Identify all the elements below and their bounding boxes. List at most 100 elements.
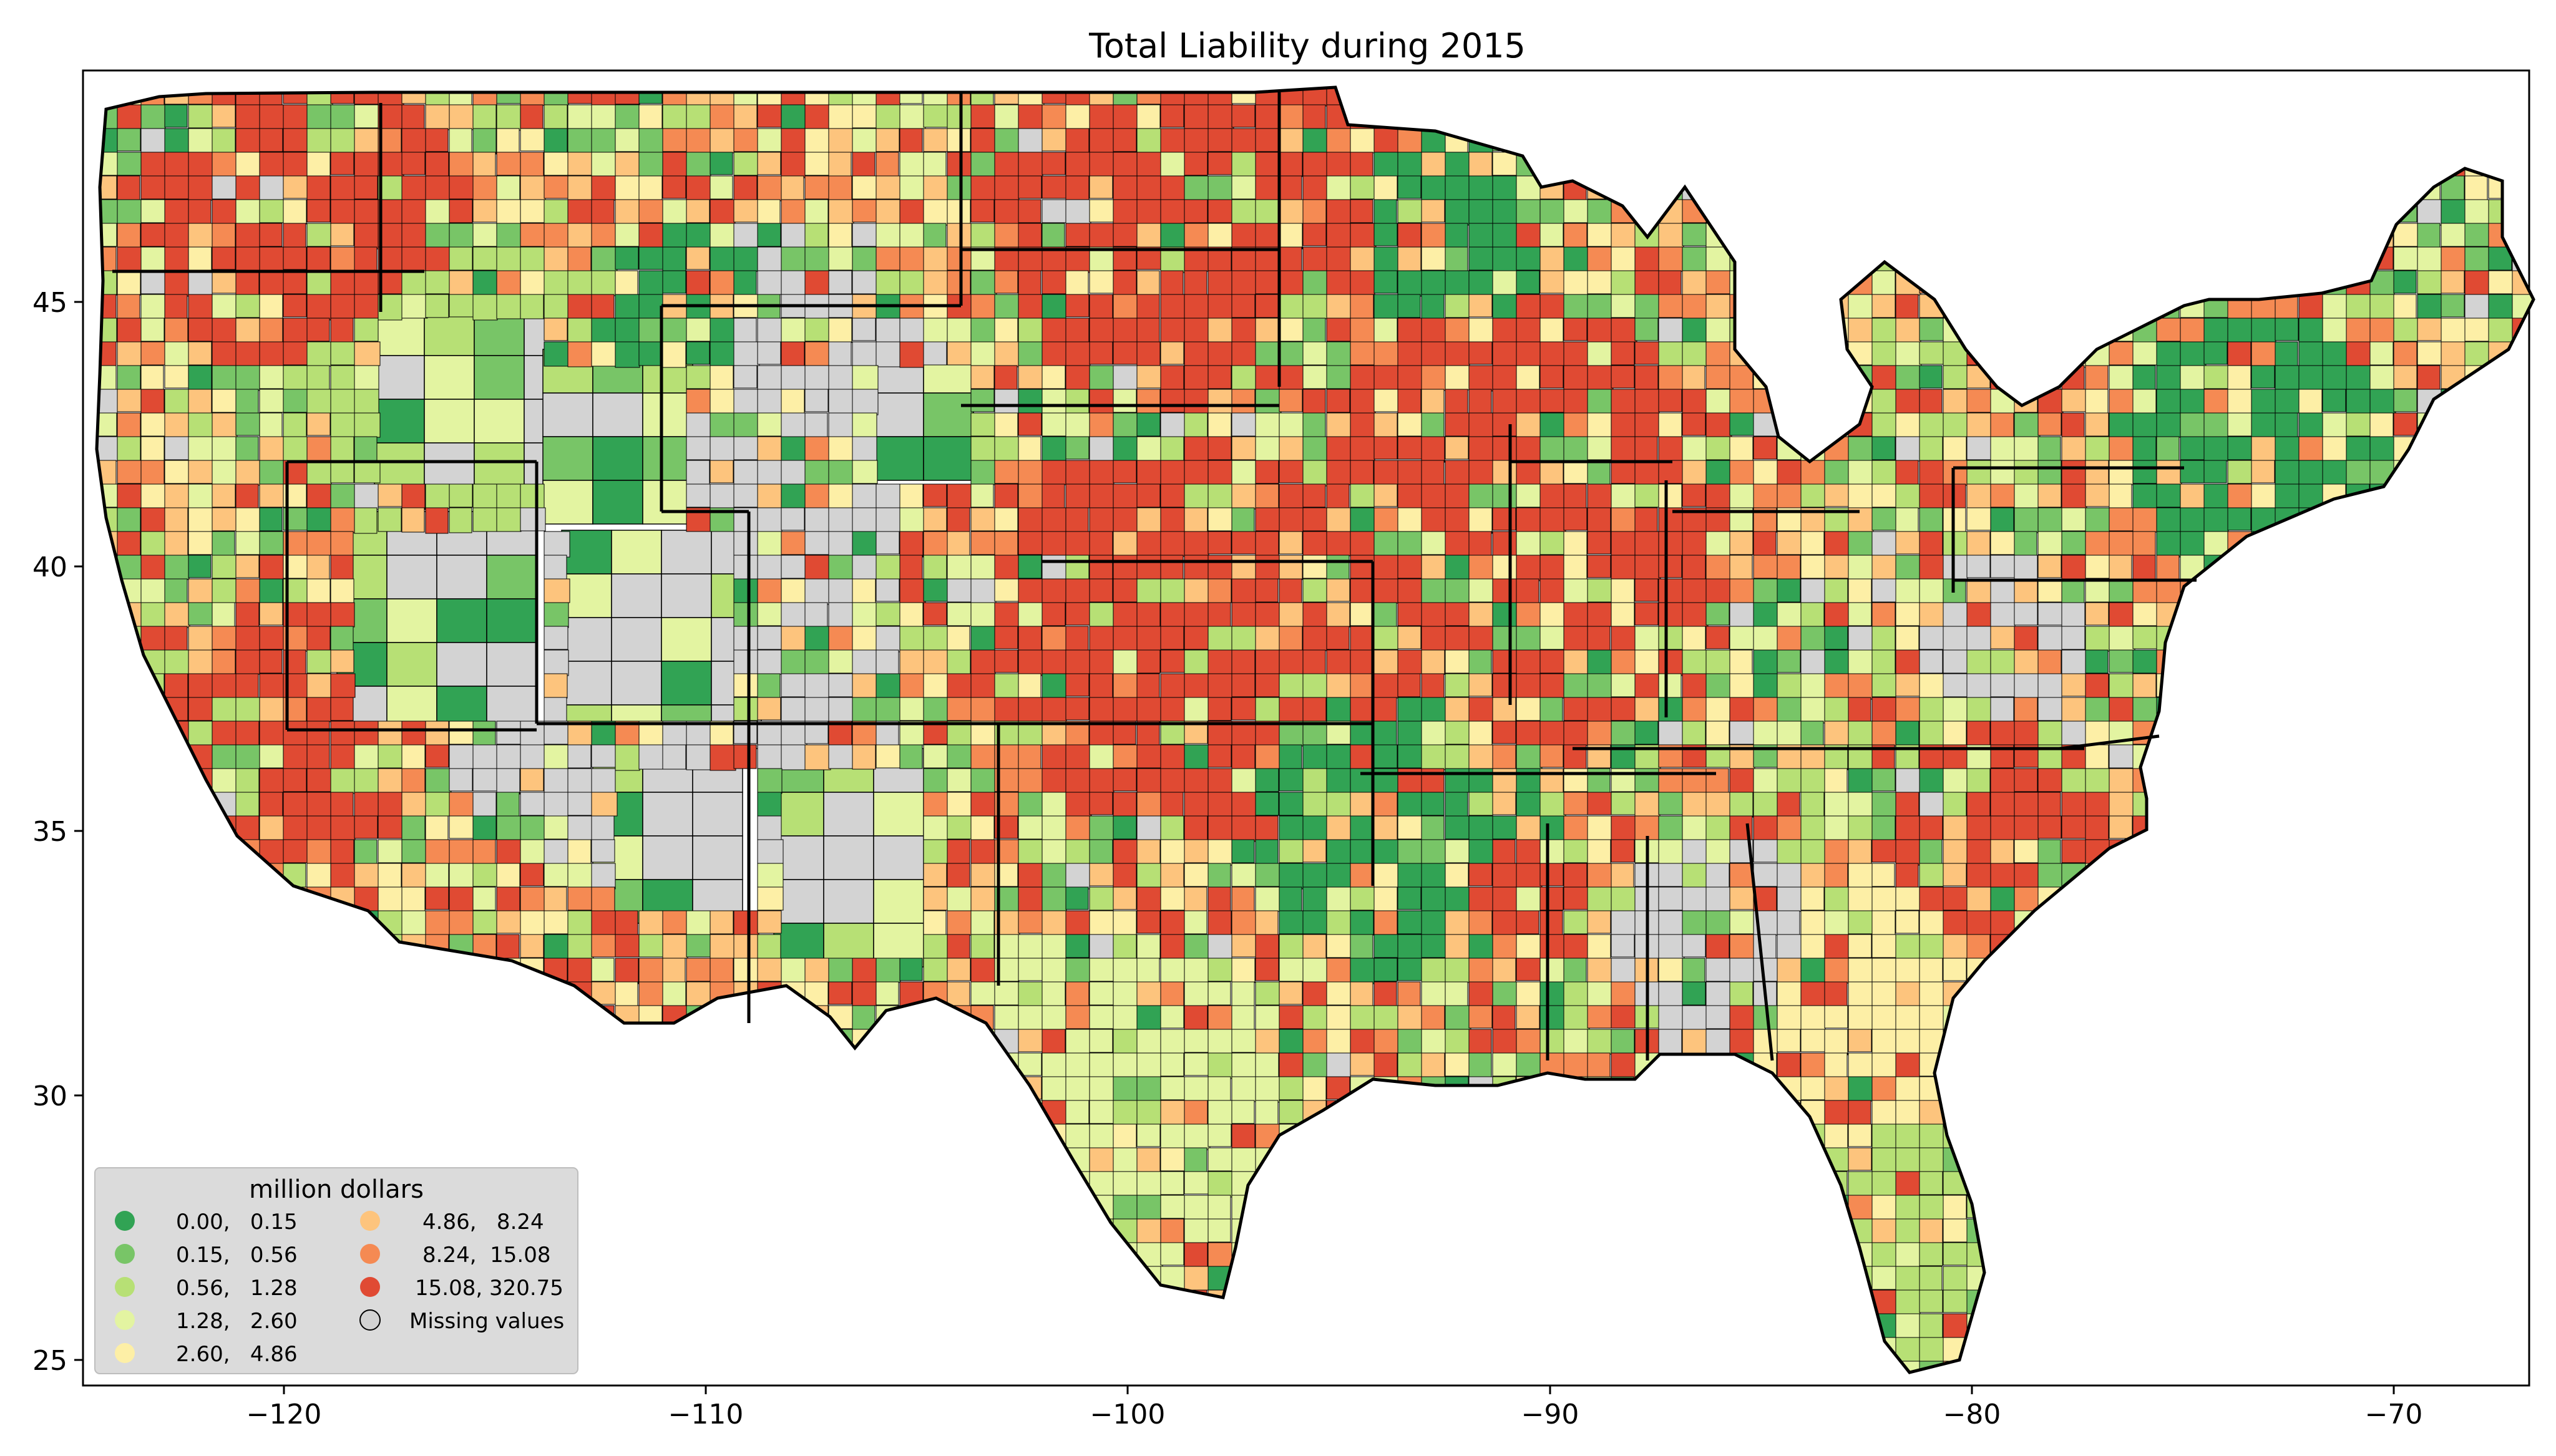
county-cell <box>520 246 545 272</box>
county-cell <box>1848 578 1872 604</box>
county-cell <box>662 341 686 368</box>
county-cell <box>876 246 902 271</box>
county-cell <box>2156 365 2181 391</box>
county-cell <box>1990 578 2016 603</box>
county-cell <box>994 1005 1021 1032</box>
county-cell <box>1824 1076 1851 1101</box>
county-cell <box>1041 175 1068 199</box>
county-cell <box>1895 365 1921 391</box>
county-cell <box>1065 744 1092 770</box>
county-cell <box>1255 934 1279 961</box>
county-cell <box>828 270 852 294</box>
county-cell <box>1113 1076 1138 1102</box>
county-cell <box>1397 1029 1423 1054</box>
county-cell <box>1065 152 1092 178</box>
county-cell <box>947 863 970 888</box>
county-cell <box>1445 175 1471 200</box>
county-cell <box>2109 531 2134 556</box>
county-cell <box>591 910 618 937</box>
county-cell <box>1231 626 1256 651</box>
county-cell <box>1373 744 1398 769</box>
county-cell <box>1113 886 1137 910</box>
county-cell <box>947 649 971 676</box>
county-cell <box>1563 294 1589 320</box>
county-cell <box>1089 744 1116 769</box>
county-cell <box>1990 673 2016 697</box>
county-cell <box>1587 246 1612 273</box>
county-cell <box>1966 934 1991 959</box>
county-cell <box>1539 744 1564 768</box>
county-cell <box>611 617 662 662</box>
county-cell <box>1563 436 1590 462</box>
county-cell <box>1824 981 1848 1006</box>
county-cell <box>1611 673 1637 697</box>
county-cell <box>757 318 782 344</box>
county-cell <box>1421 721 1446 747</box>
county-cell <box>1966 768 1991 793</box>
county-cell <box>2061 460 2087 486</box>
county-cell <box>710 436 734 462</box>
county-cell <box>2322 341 2347 367</box>
county-cell <box>1753 863 1780 887</box>
county-cell <box>374 442 425 487</box>
county-cell <box>1065 673 1090 697</box>
county-cell <box>354 436 378 461</box>
county-cell <box>1777 460 1802 487</box>
county-cell <box>1634 365 1659 392</box>
county-cell <box>804 555 831 580</box>
county-cell <box>1658 673 1682 699</box>
county-cell <box>542 436 593 481</box>
county-cell <box>615 744 640 771</box>
county-cell <box>1587 649 1612 675</box>
county-cell <box>212 697 238 723</box>
county-cell <box>1397 721 1422 747</box>
county-cell <box>117 483 144 510</box>
county-cell <box>1753 483 1778 508</box>
county-cell <box>1871 981 1898 1007</box>
county-cell <box>2251 483 2278 509</box>
county-cell <box>1302 815 1329 842</box>
county-cell <box>2275 365 2301 392</box>
county-cell <box>1160 104 1184 128</box>
county-cell <box>2180 412 2205 439</box>
county-cell <box>852 152 876 178</box>
county-cell <box>2109 555 2132 580</box>
county-cell <box>1492 910 1519 936</box>
county-cell <box>1160 934 1186 960</box>
county-cell <box>733 460 759 487</box>
county-cell <box>1397 626 1422 649</box>
county-cell <box>1966 649 1993 676</box>
county-cell <box>1113 910 1137 937</box>
county-cell <box>259 602 283 626</box>
county-cell <box>188 673 213 699</box>
county-cell <box>638 246 665 270</box>
county-cell <box>1777 886 1802 912</box>
county-cell <box>1611 270 1636 296</box>
county-cell <box>1492 365 1519 390</box>
county-cell <box>1255 128 1281 152</box>
county-cell <box>1113 128 1137 152</box>
county-cell <box>873 835 924 880</box>
county-cell <box>1184 1005 1208 1032</box>
county-cell <box>781 555 807 579</box>
county-cell <box>1895 294 1919 319</box>
county-cell <box>994 483 1018 510</box>
county-cell <box>1160 839 1185 865</box>
county-cell <box>1279 1100 1304 1124</box>
county-cell <box>1871 436 1896 460</box>
county-cell <box>1373 863 1400 888</box>
county-cell <box>1279 934 1304 959</box>
county-cell <box>1279 246 1302 271</box>
county-cell <box>1326 697 1352 723</box>
county-cell <box>306 792 333 818</box>
county-cell <box>876 958 901 983</box>
county-cell <box>1373 318 1398 343</box>
county-cell <box>1136 910 1161 934</box>
county-cell <box>2275 389 2301 414</box>
county-cell <box>1041 934 1068 959</box>
county-cell <box>283 436 308 461</box>
county-cell <box>1919 412 1945 439</box>
county-cell <box>804 318 830 342</box>
county-cell <box>235 104 261 131</box>
county-cell <box>1468 863 1493 886</box>
